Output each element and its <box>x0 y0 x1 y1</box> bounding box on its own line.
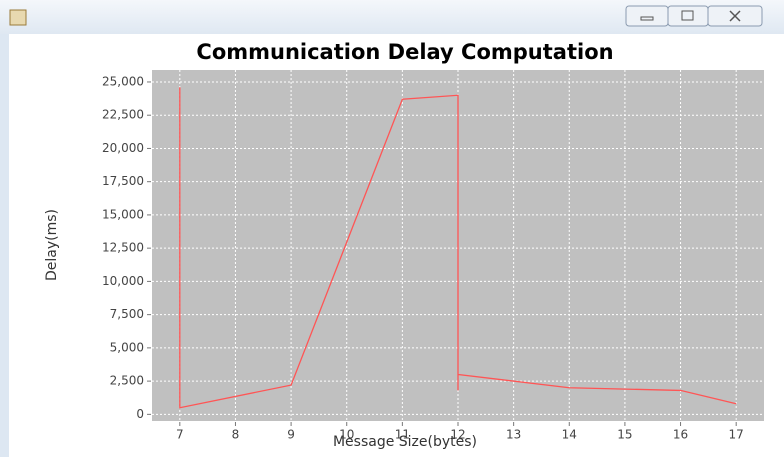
y-tick-label: 2,500 <box>110 374 144 388</box>
y-tick-label: 10,000 <box>102 274 144 288</box>
y-tick-label: 22,500 <box>102 108 144 122</box>
data-line <box>179 87 737 409</box>
x-tick-label: 8 <box>232 428 240 442</box>
x-tick-label: 16 <box>673 428 688 442</box>
app-icon <box>9 9 27 26</box>
x-tick-label: 11 <box>395 428 410 442</box>
maximize-button[interactable] <box>667 5 709 27</box>
y-tick-label: 7,500 <box>110 307 144 321</box>
minimize-button[interactable] <box>625 5 669 27</box>
y-tick-label: 0 <box>136 407 144 421</box>
x-tick-label: 7 <box>176 428 184 442</box>
y-tick-label: 5,000 <box>110 340 144 354</box>
close-icon <box>729 10 741 22</box>
x-tick-label: 14 <box>562 428 577 442</box>
y-axis-label: Delay(ms) <box>44 209 60 281</box>
minimize-icon <box>640 16 654 21</box>
x-tick-label: 10 <box>339 428 354 442</box>
y-tick-label: 15,000 <box>102 207 144 221</box>
maximize-icon <box>681 10 694 21</box>
y-tick-label: 25,000 <box>102 74 144 88</box>
x-tick-label: 13 <box>506 428 521 442</box>
x-tick-label: 15 <box>617 428 632 442</box>
chart-title: Communication Delay Computation <box>196 40 613 64</box>
y-tick-label: 20,000 <box>102 141 144 155</box>
y-tick-label: 12,500 <box>102 241 144 255</box>
y-tick-label: 17,500 <box>102 174 144 188</box>
window-controls <box>625 5 763 27</box>
x-axis-label: Message Size(bytes) <box>333 434 477 450</box>
x-tick-label: 12 <box>450 428 465 442</box>
x-tick-label: 17 <box>729 428 744 442</box>
x-tick-label: 9 <box>287 428 295 442</box>
